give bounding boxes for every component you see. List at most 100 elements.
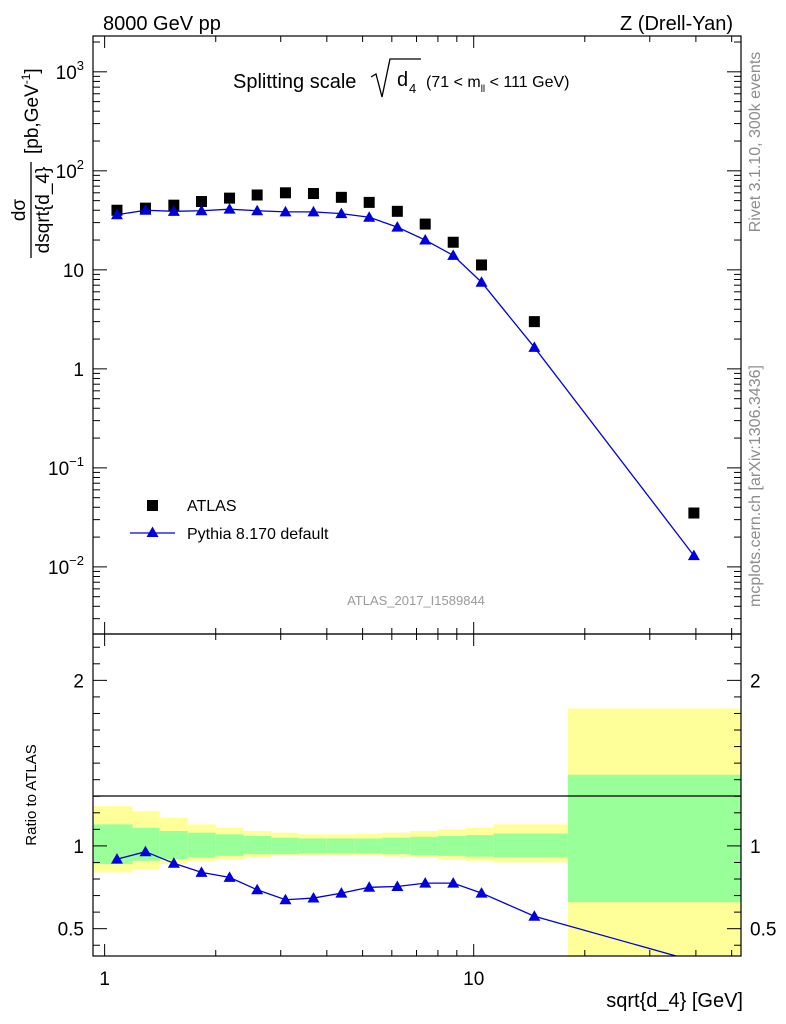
ylabel-num: dσ [9, 199, 30, 222]
ratio-y-axis-label: Ratio to ATLAS [23, 744, 40, 845]
ratio-point [447, 877, 460, 888]
atlas-point [688, 507, 700, 519]
ratio-y-tick-label: 1 [73, 837, 84, 858]
band-inner [382, 837, 411, 855]
main-y-tick-label: 102 [56, 157, 84, 183]
sqrt-subscript: 4 [409, 81, 416, 96]
pythia-point [447, 249, 460, 260]
pythia-point [223, 203, 236, 214]
legend-atlas-label: ATLAS [187, 498, 237, 515]
tick-base: 10 [48, 558, 69, 579]
tick-base: 1 [73, 360, 84, 381]
x-tick-label: 1 [99, 969, 110, 990]
ratio-frame [92, 633, 742, 957]
ratio-y-tick-label: 2 [73, 671, 84, 692]
atlas-point [224, 192, 236, 204]
ratio-line [116, 851, 679, 956]
band-inner [93, 824, 133, 865]
atlas-point [528, 316, 540, 328]
atlas-point [363, 196, 375, 208]
ratio-y-tick-label-right: 2 [750, 671, 761, 692]
main-series-layer [110, 187, 700, 561]
atlas-point [168, 199, 180, 211]
main-y-tick-label: 1 [73, 360, 84, 381]
ylabel-unit-post: ] [22, 68, 43, 73]
tick-base: 10 [48, 459, 69, 480]
tick-exponent: 2 [77, 157, 84, 172]
pythia-point [110, 208, 123, 220]
atlas-point [195, 196, 207, 208]
header-left: 8000 GeV pp [103, 13, 221, 35]
pythia-point [251, 204, 264, 216]
ratio-point [279, 893, 292, 905]
atlas-point [391, 205, 403, 217]
ratio-bands [93, 708, 741, 956]
pythia-point [167, 205, 180, 216]
main-y-tick-label: 10−2 [48, 553, 84, 579]
band-inner [298, 838, 327, 854]
tick-base: 10 [56, 63, 77, 84]
title-range-post: < 111 GeV) [485, 74, 569, 91]
title-range: (71 < mll < 111 GeV) [426, 74, 569, 95]
ratio-point [251, 883, 264, 895]
atlas-point [447, 236, 459, 248]
band-inner [437, 835, 466, 856]
ratio-point [528, 910, 541, 921]
tick-base: 10 [56, 162, 77, 183]
pythia-point [419, 234, 432, 245]
rivet-label: Rivet 3.1.10, 300k events [747, 52, 764, 233]
band-inner [465, 835, 494, 857]
ylabel-unit-pre: [pb,GeV [22, 84, 43, 154]
ratio-y-tick-label-right: 1 [750, 837, 761, 858]
pythia-point [687, 549, 700, 561]
pythia-point [475, 276, 488, 287]
band-inner [215, 834, 244, 856]
atlas-point [307, 188, 319, 200]
ratio-point [475, 887, 488, 898]
pythia-point [391, 221, 404, 232]
x-tick-label: 10 [463, 969, 484, 990]
band-inner [187, 832, 216, 858]
title-range-sub: ll [481, 84, 485, 95]
sqrt-symbol: d [397, 69, 408, 91]
ratio-point [419, 877, 432, 888]
legend-atlas-marker [147, 500, 158, 511]
pythia-point [335, 207, 348, 219]
ylabel-den: dsqrt{d_4} [33, 167, 54, 254]
main-y-tick-label: 10−1 [48, 454, 84, 480]
pythia-point [139, 204, 152, 215]
pythia-point [195, 204, 208, 216]
band-inner [243, 835, 272, 855]
atlas-point [335, 191, 347, 203]
mcplots-label: mcplots.cern.ch [arXiv:1306.3436] [747, 365, 764, 607]
tick-exponent: −2 [69, 553, 84, 568]
ratio-y-tick-label: 0.5 [58, 920, 84, 941]
plot-title-text: Splitting scale [233, 71, 356, 93]
tick-base: 10 [63, 261, 84, 282]
ratio-point [391, 880, 404, 891]
title-range-pre: (71 < m [426, 74, 481, 91]
ratio-point [307, 892, 320, 903]
ylabel-unit: [pb,GeV-1] [19, 68, 43, 154]
ratio-point [139, 845, 152, 857]
legend: ATLAS Pythia 8.170 default [130, 498, 329, 543]
ratio-point [110, 853, 123, 864]
ratio-point [223, 871, 236, 882]
main-y-tick-label: 10 [63, 261, 84, 282]
plot-title: Splitting scale d 4 (71 < mll < 111 GeV) [233, 58, 569, 98]
pythia-line [116, 208, 695, 557]
pythia-point [528, 341, 541, 352]
ratio-point [335, 887, 348, 898]
legend-pythia-marker [146, 526, 159, 537]
main-frame [92, 35, 742, 635]
band-inner [493, 833, 568, 858]
atlas-point [251, 189, 263, 201]
atlas-point [279, 187, 291, 199]
main-y-tick-label: 103 [56, 58, 84, 84]
pythia-point [279, 205, 292, 217]
band-inner [354, 838, 383, 854]
ratio-panel: 1 10 0.5 0.5 1 1 2 2 [58, 634, 776, 990]
sqrt-sign [370, 58, 421, 98]
